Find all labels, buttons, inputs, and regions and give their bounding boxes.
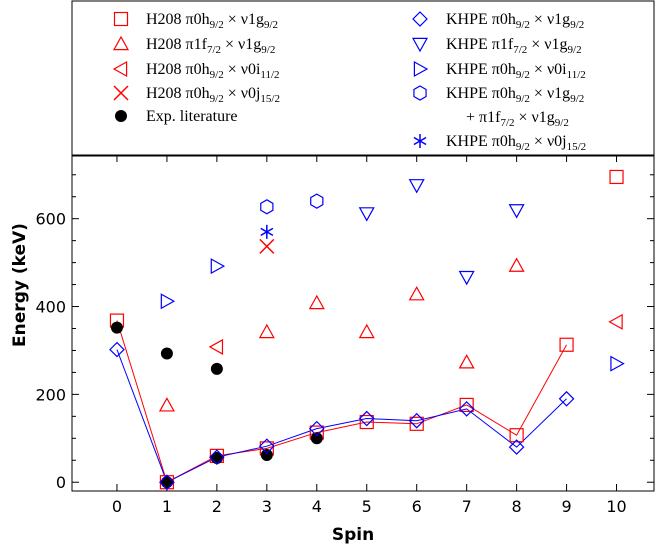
data-point-exp bbox=[210, 362, 223, 375]
data-point-h208_h9g9 bbox=[359, 414, 374, 430]
data-point-kh_h9g9 bbox=[209, 449, 225, 466]
legend-label-kh_h9i11: KHPE π0h9/2 × ν0i11/2 bbox=[446, 61, 586, 81]
legend-marker-h208_h9j15 bbox=[113, 85, 129, 101]
legend-label-kh_mix: KHPE π0h9/2 × ν1g9/2 bbox=[446, 85, 584, 105]
data-point-kh_f7g9 bbox=[508, 204, 525, 219]
x-tick-label: 10 bbox=[606, 497, 626, 516]
data-point-h208_h9g9 bbox=[559, 337, 574, 352]
data-point-h208_h9g9 bbox=[459, 397, 474, 413]
data-point-kh_h9j15 bbox=[260, 224, 274, 239]
x-tick-label: 3 bbox=[262, 497, 272, 516]
legend-frame bbox=[71, 0, 655, 157]
legend-label-h208_f7g9: H208 π1f7/2 × ν1g9/2 bbox=[146, 36, 275, 56]
y-tick-label: 0 bbox=[56, 473, 66, 492]
legend-label-h208_h9i11: H208 π0h9/2 × ν0i11/2 bbox=[146, 61, 280, 81]
series-line-h208_h9g9 bbox=[116, 320, 568, 483]
data-point-exp bbox=[160, 347, 173, 360]
data-point-h208_h9g9 bbox=[509, 428, 524, 443]
x-tick-label: 4 bbox=[312, 497, 322, 516]
x-tick-label: 7 bbox=[462, 497, 472, 516]
legend-label-kh_h9j15: KHPE π0h9/2 × ν0j15/2 bbox=[446, 133, 586, 153]
y-tick-label: 200 bbox=[35, 385, 66, 404]
y-axis-label: Energy (keV) bbox=[10, 223, 30, 347]
data-point-kh_h9i11 bbox=[610, 355, 625, 372]
data-point-kh_h9g9 bbox=[358, 410, 375, 427]
data-point-exp bbox=[260, 448, 273, 461]
data-point-kh_h9g9 bbox=[408, 412, 425, 429]
plot-frame bbox=[71, 154, 655, 492]
legend-label-exp: Exp. literature bbox=[146, 108, 238, 125]
data-point-kh_f7g9 bbox=[358, 207, 375, 222]
axes-layer: 0 1 2 3 4 5 6 7 8 9 10 0 200 400 600 bbox=[35, 155, 654, 516]
data-point-h208_h9j15 bbox=[259, 238, 275, 254]
legend-marker-exp bbox=[115, 110, 127, 122]
data-point-kh_h9g9 bbox=[258, 438, 275, 455]
x-tick-label: 1 bbox=[162, 497, 172, 516]
data-point-h208_f7g9 bbox=[408, 285, 425, 301]
data-point-kh_mix bbox=[310, 193, 324, 209]
legend-label-h208_h9j15: H208 π0h9/2 × ν0j15/2 bbox=[146, 85, 280, 105]
legend-marker-kh_mix bbox=[413, 85, 427, 101]
data-point-h208_h9g9 bbox=[609, 169, 624, 185]
markers-layer bbox=[109, 169, 625, 491]
data-point-h208_h9i11 bbox=[608, 313, 623, 330]
data-point-h208_f7g9 bbox=[358, 323, 375, 339]
data-point-kh_h9g9 bbox=[508, 439, 525, 455]
data-point-h208_f7g9 bbox=[508, 257, 525, 272]
x-tick-label: 8 bbox=[512, 497, 522, 516]
data-point-kh_h9i11 bbox=[210, 258, 226, 275]
x-tick-label: 9 bbox=[561, 497, 571, 516]
data-point-kh_h9i11 bbox=[160, 293, 176, 310]
legend-marker-kh_h9i11 bbox=[413, 60, 429, 78]
x-tick-label: 2 bbox=[212, 497, 222, 516]
lines-layer bbox=[116, 320, 568, 483]
data-point-h208_f7g9 bbox=[458, 354, 475, 369]
data-point-kh_h9g9 bbox=[458, 401, 475, 417]
data-point-h208_f7g9 bbox=[308, 294, 325, 310]
data-point-kh_h9g9 bbox=[308, 420, 325, 437]
legend-marker-h208_f7g9 bbox=[112, 35, 130, 51]
legend-label-kh_f7g9: KHPE π1f7/2 × ν1g9/2 bbox=[446, 36, 582, 56]
x-tick-label: 6 bbox=[412, 497, 422, 516]
x-tick-label: 5 bbox=[362, 497, 372, 516]
data-point-exp bbox=[310, 432, 323, 445]
data-point-exp bbox=[160, 476, 173, 489]
data-point-exp bbox=[110, 321, 123, 334]
x-axis-label: Spin bbox=[332, 525, 374, 545]
y-tick-label: 600 bbox=[35, 210, 66, 229]
legend-marker-h208_h9g9 bbox=[113, 11, 129, 27]
data-point-kh_h9g9 bbox=[159, 474, 175, 491]
legend-label-kh_h9g9: KHPE π0h9/2 × ν1g9/2 bbox=[446, 11, 584, 31]
data-point-kh_h9g9 bbox=[109, 341, 125, 358]
y-tick-label: 400 bbox=[35, 298, 66, 317]
legend-label-h208_h9g9: H208 π0h9/2 × ν1g9/2 bbox=[146, 11, 278, 31]
legend-label-kh_mix-line2: + π1f7/2 × ν1g9/2 bbox=[466, 109, 569, 129]
data-point-kh_f7g9 bbox=[458, 270, 475, 286]
legend-layer: H208 π0h9/2 × ν1g9/2 H208 π1f7/2 × ν1g9/2… bbox=[112, 11, 586, 153]
data-point-h208_f7g9 bbox=[258, 323, 275, 339]
series-line-kh_h9g9 bbox=[116, 349, 567, 483]
legend-marker-kh_h9j15 bbox=[413, 134, 427, 148]
data-point-h208_h9i11 bbox=[208, 338, 224, 355]
data-point-h208_f7g9 bbox=[158, 397, 175, 412]
data-point-kh_f7g9 bbox=[408, 179, 425, 194]
legend-marker-kh_f7g9 bbox=[411, 37, 429, 53]
legend-marker-h208_h9i11 bbox=[112, 60, 128, 78]
legend-marker-kh_h9g9 bbox=[412, 11, 428, 27]
data-point-h208_h9g9 bbox=[409, 416, 424, 431]
x-tick-label: 0 bbox=[112, 497, 122, 516]
data-point-kh_mix bbox=[260, 199, 274, 215]
data-point-kh_h9g9 bbox=[558, 390, 575, 407]
